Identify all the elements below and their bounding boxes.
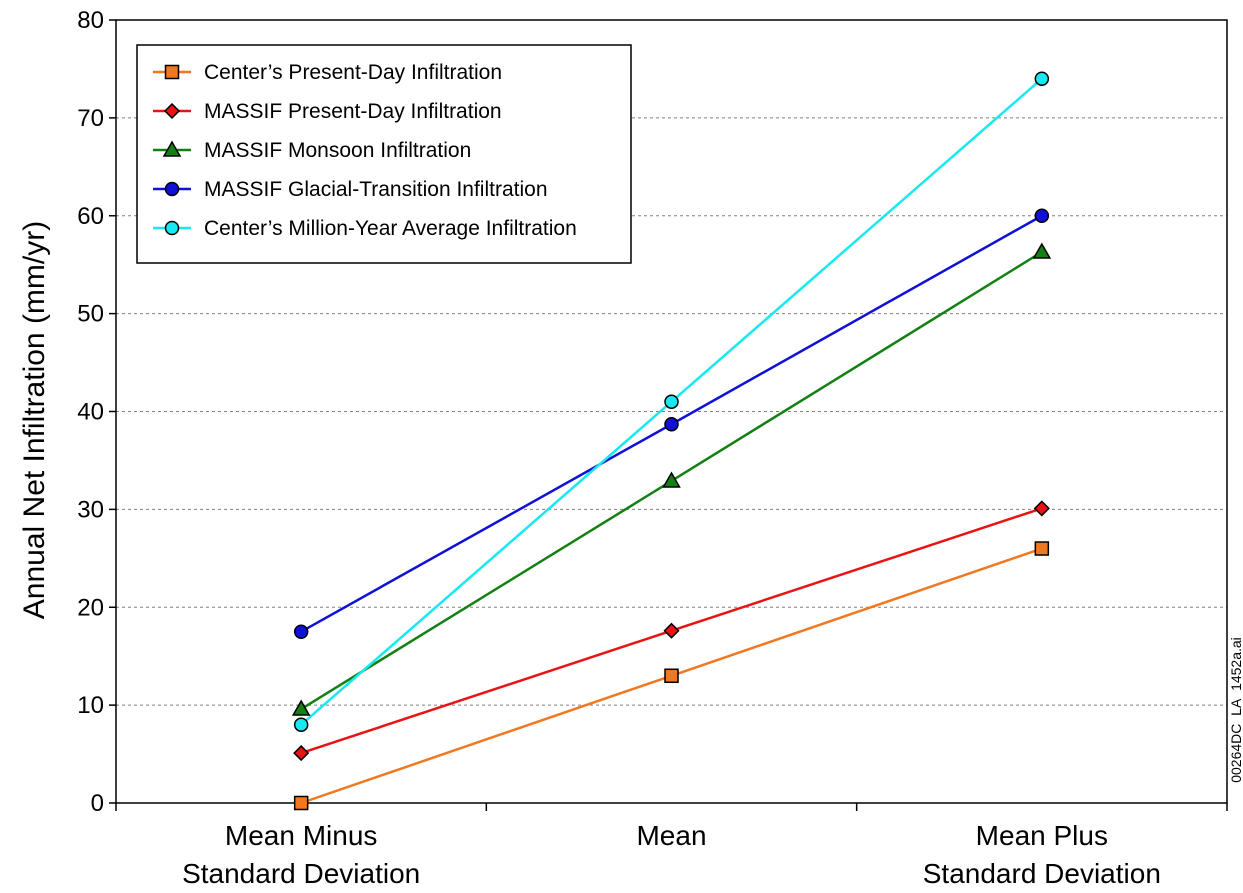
legend-marker — [164, 181, 180, 197]
plot-frame — [115, 19, 1228, 804]
y-tick-label: 30 — [77, 496, 104, 523]
y-tick-label: 60 — [77, 203, 104, 230]
data-point-s1-1 — [293, 795, 309, 811]
data-point-s5-3 — [1034, 71, 1050, 86]
legend-marker — [164, 64, 180, 80]
data-point-s3-1 — [291, 699, 311, 716]
legend-box — [136, 44, 632, 264]
x-category-label: Standard Deviation — [923, 858, 1161, 889]
y-tick-label: 80 — [77, 7, 104, 34]
y-tick-label: 50 — [77, 301, 104, 328]
data-point-s2-1 — [293, 745, 310, 762]
y-tick-label: 0 — [91, 790, 104, 817]
series-markers — [291, 71, 1052, 811]
x-category-label: Standard Deviation — [182, 858, 420, 889]
legend-marker — [162, 140, 182, 157]
x-category-label: Mean Plus — [976, 820, 1108, 851]
data-point-s4-3 — [1034, 208, 1050, 223]
data-point-s5-1 — [293, 717, 309, 732]
y-tick-label: 20 — [77, 594, 104, 621]
legend-label: Center’s Present-Day Infiltration — [204, 61, 502, 84]
data-point-s3-2 — [662, 471, 681, 488]
legend-label: MASSIF Monsoon Infiltration — [204, 139, 471, 162]
axes: 0 10 20 30 40 50 60 70 80 Mean Minus Standard Devi… — [77, 7, 1228, 889]
legend-label: MASSIF Glacial-Transition Infiltration — [204, 178, 548, 201]
legend-label: Center’s Million-Year Average Infiltrati… — [204, 217, 577, 240]
data-point-s4-2 — [664, 416, 679, 432]
legend-marker — [164, 220, 180, 236]
legend-label: MASSIF Present-Day Infiltration — [204, 100, 502, 123]
legend-marker — [163, 102, 181, 120]
data-point-s2-2 — [663, 622, 680, 639]
y-axis-title: Annual Net Infiltration (mm/yr) — [18, 221, 51, 619]
y-tick-label: 70 — [77, 105, 104, 132]
data-point-s5-2 — [664, 394, 679, 409]
data-point-s4-1 — [293, 624, 309, 639]
data-point-s3-3 — [1032, 242, 1052, 259]
legend: Center’s Present-Day Infiltration MASSIF … — [136, 44, 632, 264]
data-point-s1-3 — [1034, 541, 1050, 556]
data-point-s1-2 — [664, 668, 679, 684]
y-tick-label: 10 — [77, 692, 104, 719]
data-point-s2-3 — [1033, 500, 1050, 517]
x-category-label: Mean Minus — [225, 820, 378, 851]
y-tick-label: 40 — [77, 399, 104, 426]
x-category-label: Mean — [636, 820, 706, 851]
file-id-annotation: 00264DC_LA_1452a.ai — [1228, 637, 1243, 783]
